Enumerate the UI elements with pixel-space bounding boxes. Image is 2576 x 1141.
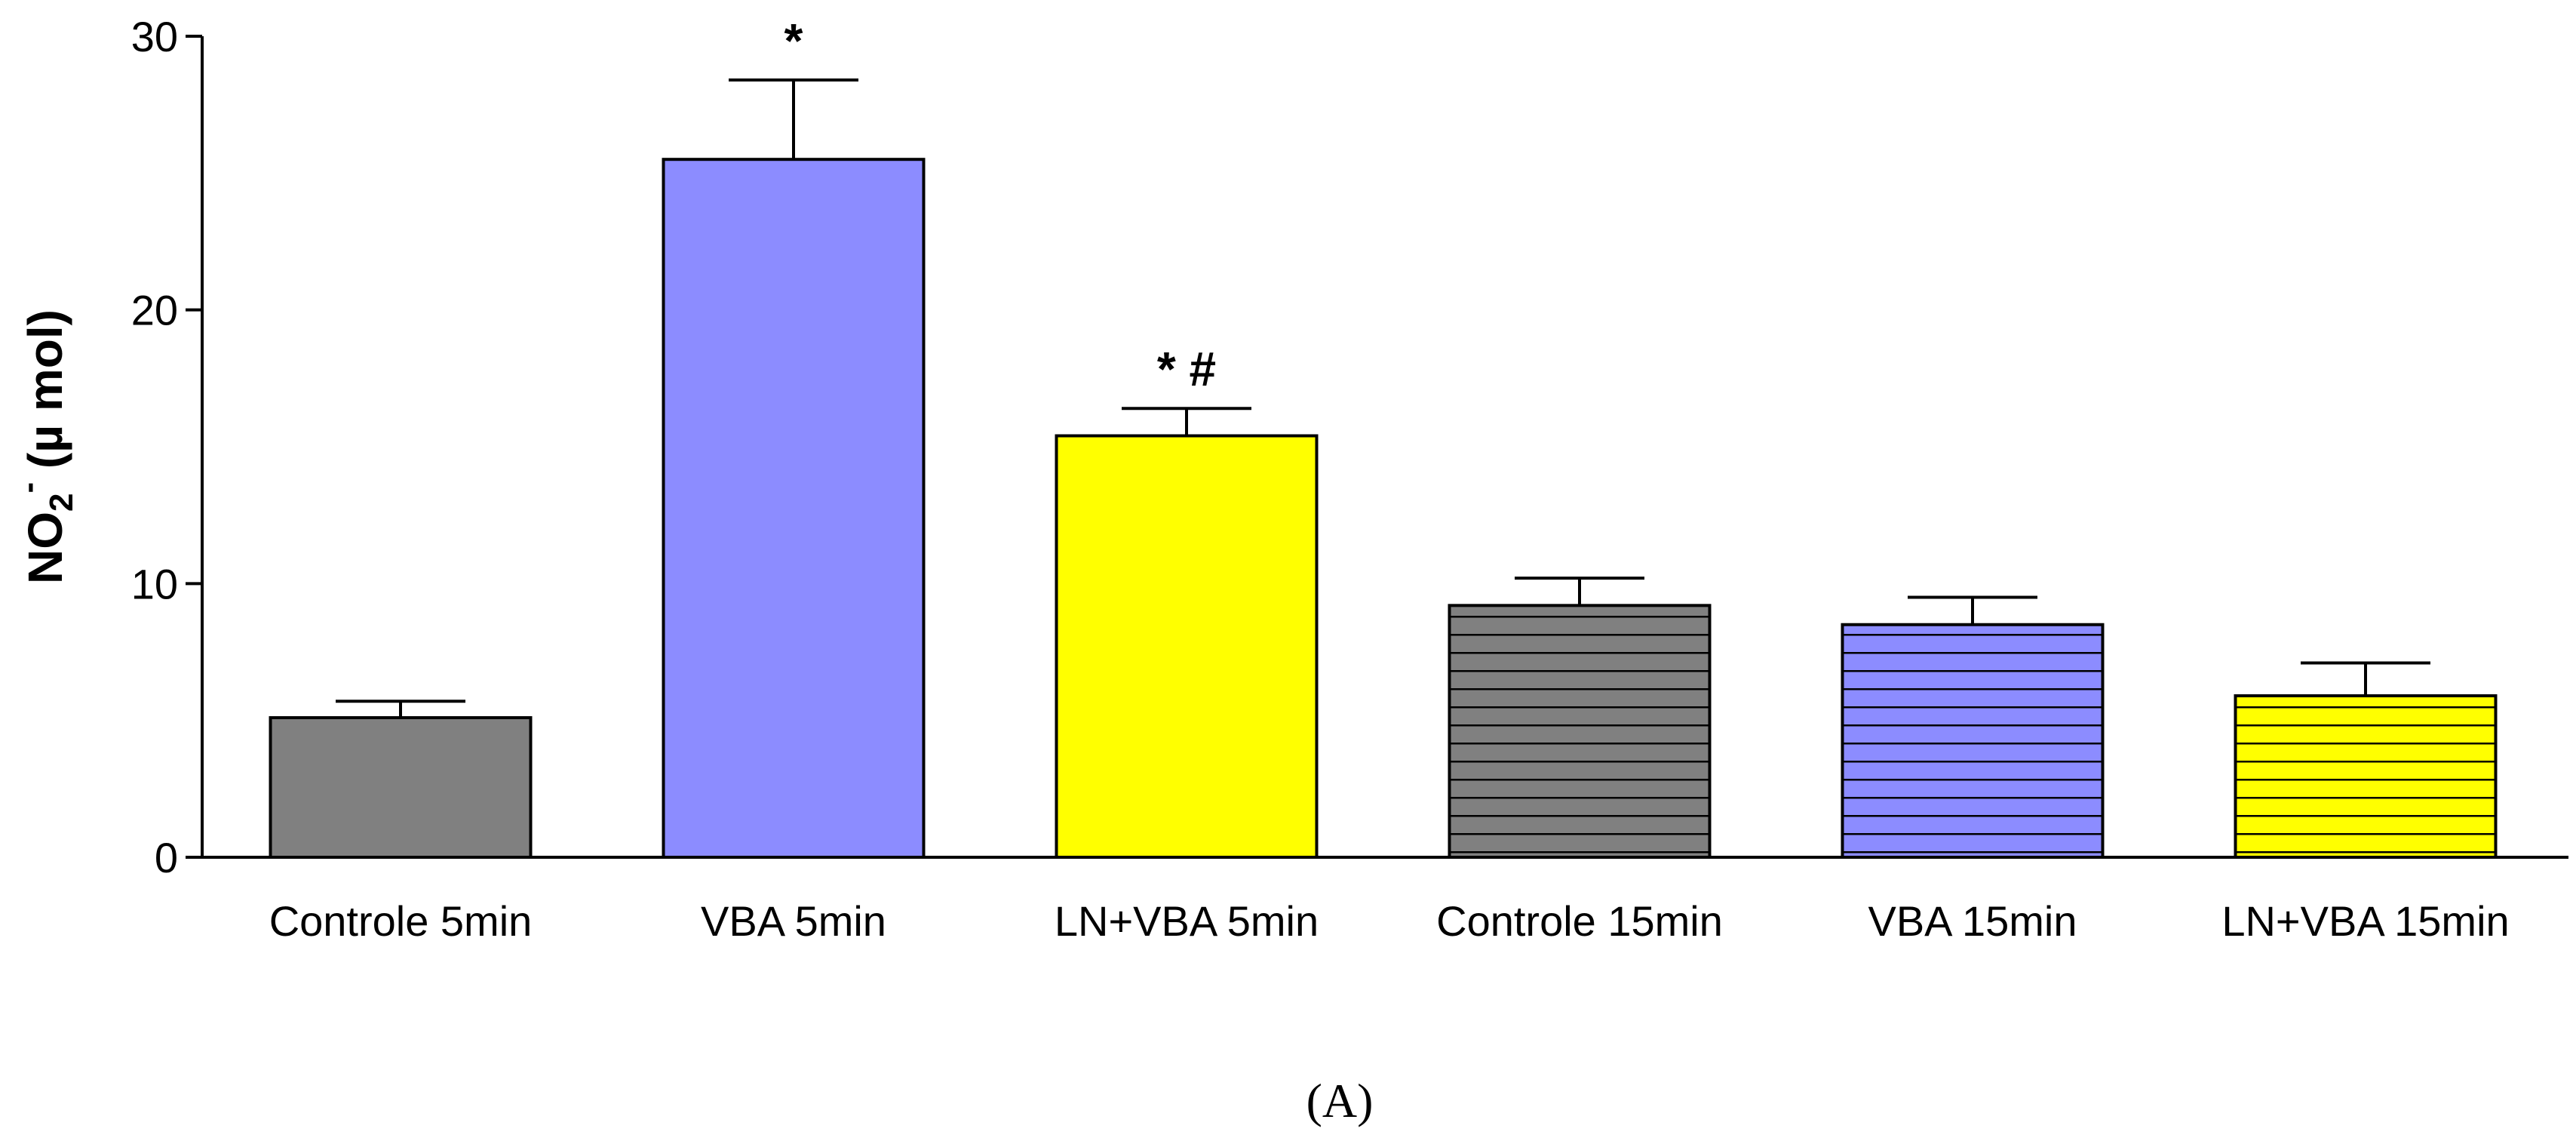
significance-label-2: * xyxy=(784,14,803,68)
x-tick-label: Controle 15min xyxy=(1436,897,1723,945)
y-tick-label: 10 xyxy=(131,560,178,607)
panel-label: (A) xyxy=(1306,1074,1374,1127)
y-axis-label: NO2- (µ mol) xyxy=(10,309,80,584)
x-tick-label: VBA 5min xyxy=(701,897,886,945)
significance-label-3: * # xyxy=(1157,342,1216,396)
x-tick-label: VBA 15min xyxy=(1868,897,2077,945)
x-tick-label: LN+VBA 15min xyxy=(2221,897,2509,945)
x-tick-label: Controle 5min xyxy=(269,897,533,945)
labels: Controle 5min * VBA 5min * # LN+VBA 5min Cont… xyxy=(10,14,2510,1127)
y-tick-label: 0 xyxy=(155,834,178,881)
y-tick-label: 20 xyxy=(131,287,178,334)
bar-hatch-6 xyxy=(2237,697,2495,856)
bar-2 xyxy=(662,158,926,859)
bar-1 xyxy=(269,716,533,859)
bars xyxy=(269,78,2498,859)
bar-hatch-4 xyxy=(1451,607,1709,856)
bar-3 xyxy=(1055,434,1319,859)
y-tick-label: 30 xyxy=(131,13,178,60)
axes: 0 10 20 30 xyxy=(131,13,2568,881)
bar-hatch-5 xyxy=(1844,626,2102,856)
x-tick-label: LN+VBA 5min xyxy=(1055,897,1319,945)
